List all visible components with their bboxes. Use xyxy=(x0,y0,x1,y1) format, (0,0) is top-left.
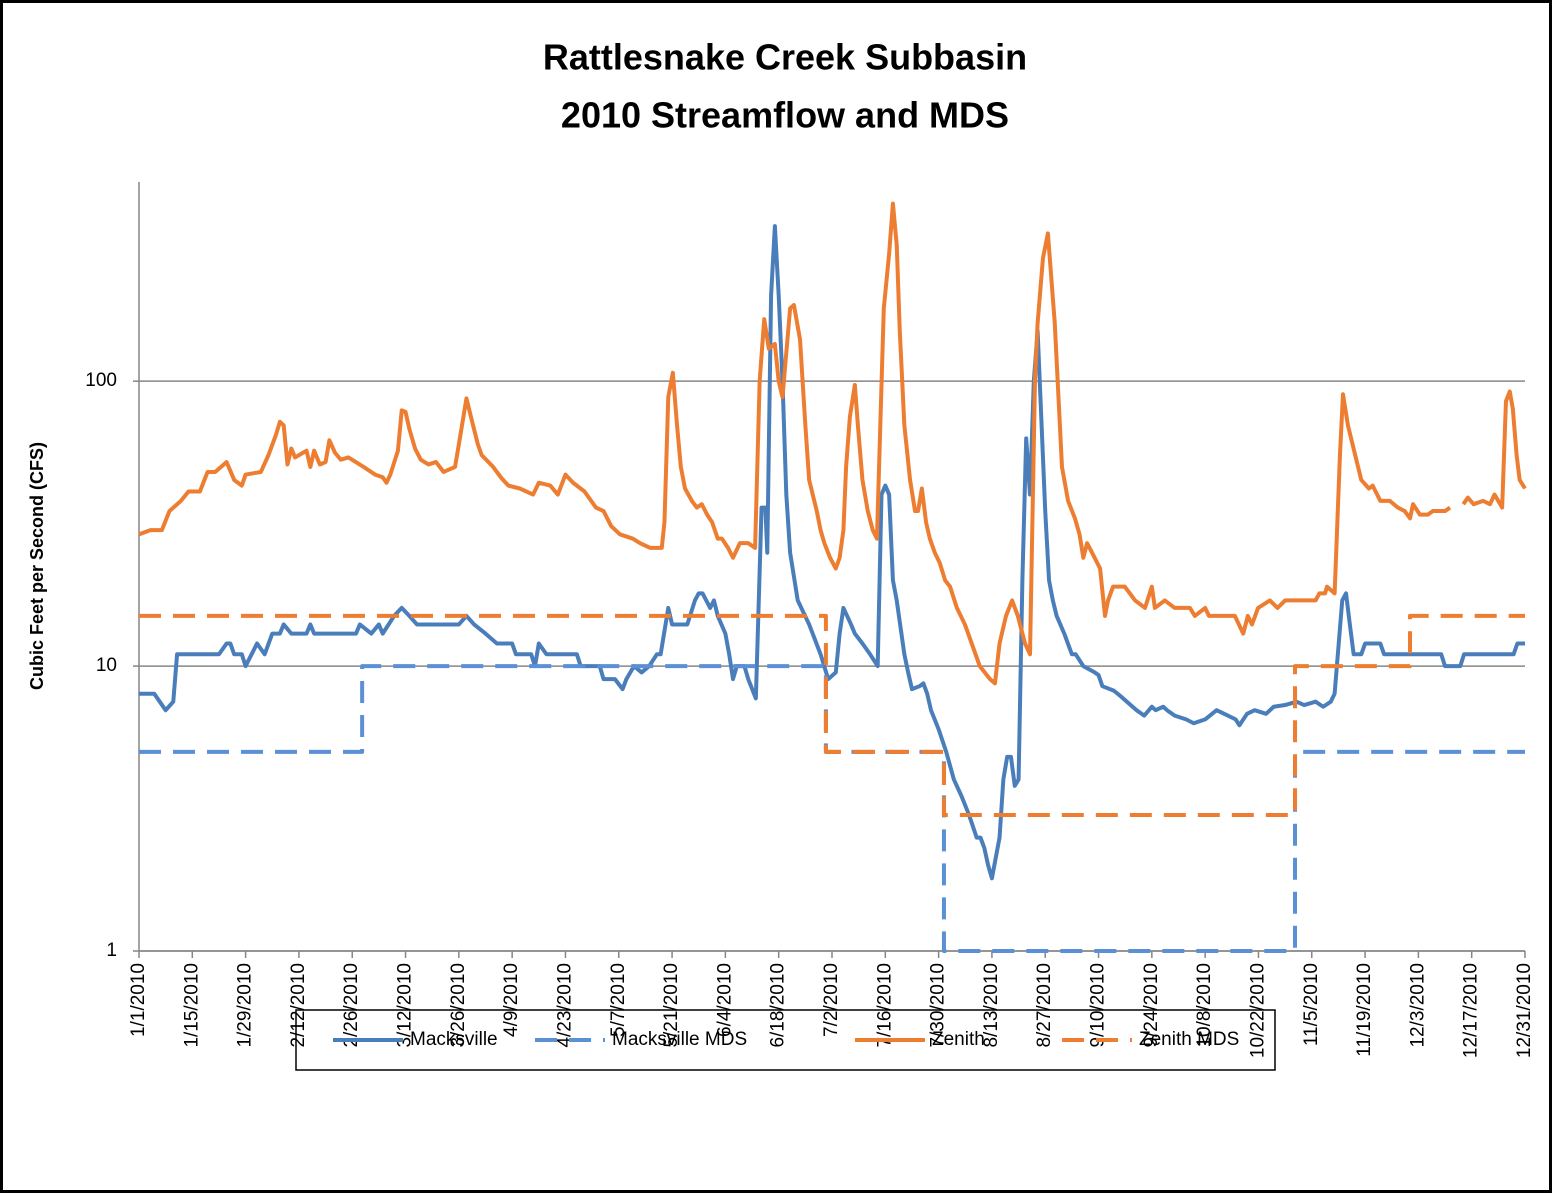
y-tick-label: 10 xyxy=(96,655,117,676)
x-tick-label: 3/26/2010 xyxy=(448,963,469,1048)
series-line xyxy=(138,201,1452,686)
x-tick-label: 1/1/2010 xyxy=(128,963,149,1037)
y-axis-label: Cubic Feet per Second (CFS) xyxy=(27,442,47,690)
series-line xyxy=(139,613,1525,818)
x-tick-label: 3/12/2010 xyxy=(395,963,416,1048)
y-tick-label: 1 xyxy=(106,940,117,961)
x-tick-label: 12/3/2010 xyxy=(1407,963,1428,1048)
chart-title: Rattlesnake Creek Subbasin xyxy=(543,37,1027,78)
x-tick-label: 2/12/2010 xyxy=(288,963,309,1048)
x-tick-label: 7/16/2010 xyxy=(874,963,895,1048)
x-tick-label: 5/7/2010 xyxy=(608,963,629,1037)
x-tick-label: 1/15/2010 xyxy=(181,963,202,1048)
x-tick-label: 8/13/2010 xyxy=(981,963,1002,1048)
x-tick-label: 5/21/2010 xyxy=(661,963,682,1048)
y-tick-label: 100 xyxy=(85,370,117,391)
x-tick-label: 2/26/2010 xyxy=(341,963,362,1048)
series-line xyxy=(139,224,1525,881)
x-tick-label: 9/10/2010 xyxy=(1088,963,1109,1048)
x-tick-label: 4/9/2010 xyxy=(501,963,522,1037)
legend-label: Macksville MDS xyxy=(612,1029,747,1050)
x-tick-label: 1/29/2010 xyxy=(235,963,256,1048)
x-tick-label: 4/23/2010 xyxy=(554,963,575,1048)
x-tick-label: 6/18/2010 xyxy=(768,963,789,1048)
x-tick-label: 8/27/2010 xyxy=(1034,963,1055,1048)
legend-label: Zenith MDS xyxy=(1139,1029,1239,1050)
x-tick-label: 11/5/2010 xyxy=(1301,963,1322,1046)
x-tick-label: 7/30/2010 xyxy=(928,963,949,1048)
series-line xyxy=(1461,389,1527,510)
legend-label: Zenith xyxy=(932,1029,985,1050)
x-tick-label: 10/8/2010 xyxy=(1194,963,1215,1048)
x-tick-label: 12/31/2010 xyxy=(1514,963,1535,1058)
legend-label: Macksville xyxy=(410,1029,498,1050)
x-tick-label: 12/17/2010 xyxy=(1461,963,1482,1058)
x-tick-label: 7/2/2010 xyxy=(821,963,842,1037)
chart-subtitle: 2010 Streamflow and MDS xyxy=(561,95,1009,136)
x-tick-label: 6/4/2010 xyxy=(714,963,735,1037)
x-tick-label: 11/19/2010 xyxy=(1354,963,1375,1057)
x-tick-label: 9/24/2010 xyxy=(1141,963,1162,1048)
x-tick-label: 10/22/2010 xyxy=(1247,963,1268,1058)
